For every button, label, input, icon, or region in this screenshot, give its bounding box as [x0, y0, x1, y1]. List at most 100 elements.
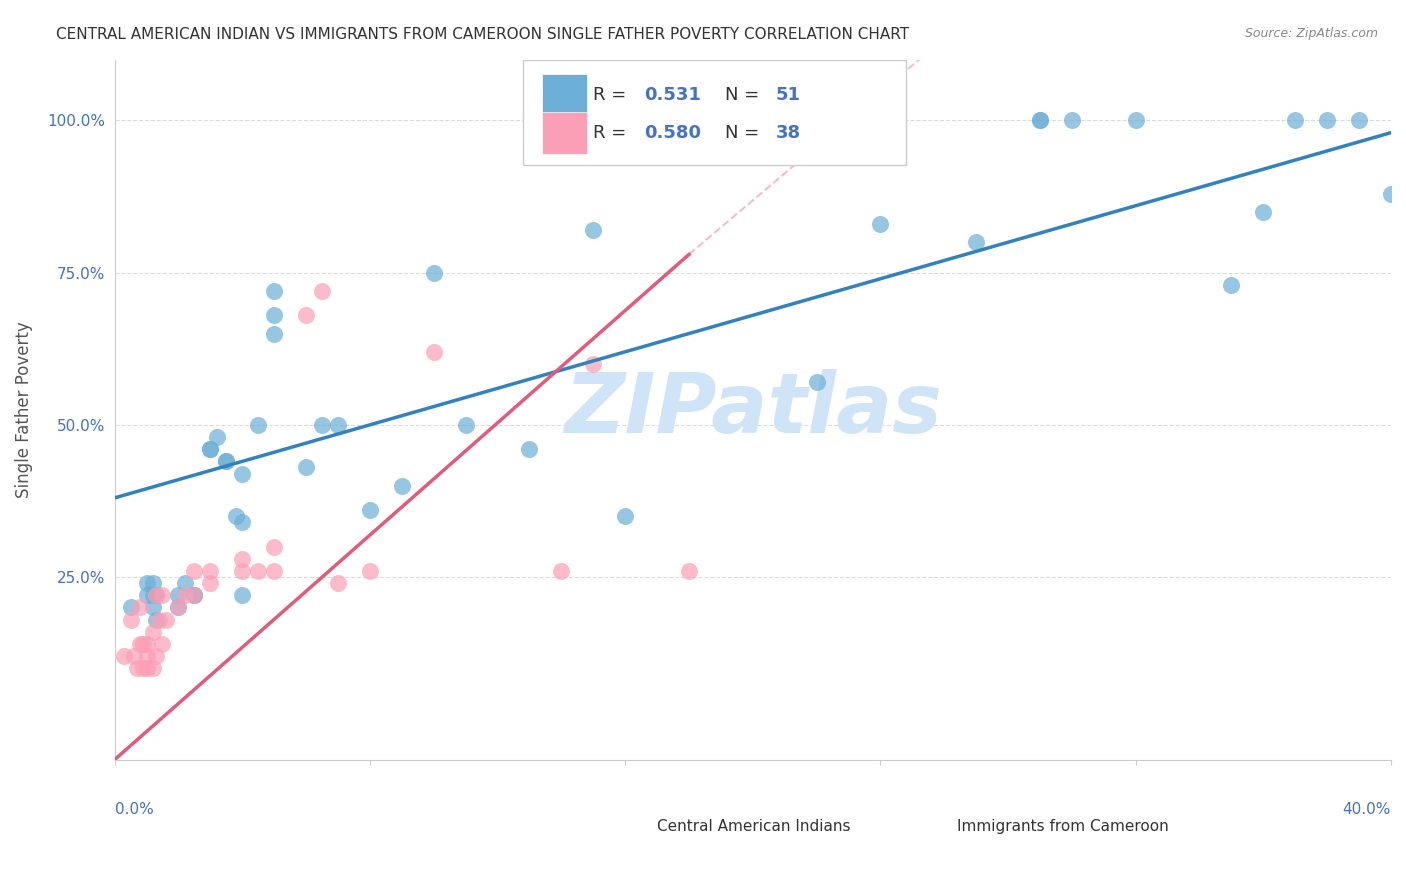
Point	[167, 600, 190, 615]
Point	[200, 576, 222, 591]
Text: R =: R =	[593, 124, 627, 142]
Point	[231, 551, 253, 566]
Text: 0.580: 0.580	[644, 124, 702, 142]
Point	[582, 357, 605, 371]
Point	[145, 613, 167, 627]
Point	[678, 113, 700, 128]
Point	[231, 564, 253, 578]
Point	[145, 649, 167, 664]
Text: 40.0%: 40.0%	[1343, 802, 1391, 817]
Point	[1348, 113, 1371, 128]
Point	[200, 564, 222, 578]
Point	[582, 223, 605, 237]
Text: R =: R =	[593, 86, 627, 103]
Point	[142, 576, 165, 591]
Point	[519, 442, 541, 457]
Point	[326, 576, 349, 591]
FancyBboxPatch shape	[543, 74, 586, 116]
Point	[125, 661, 148, 675]
Point	[965, 235, 987, 250]
Point	[120, 613, 142, 627]
Point	[263, 284, 285, 298]
Text: Central American Indians: Central American Indians	[657, 819, 851, 834]
Text: Immigrants from Cameroon: Immigrants from Cameroon	[957, 819, 1168, 834]
Point	[247, 417, 270, 432]
Point	[454, 417, 477, 432]
FancyBboxPatch shape	[523, 60, 905, 165]
Point	[231, 515, 253, 529]
Point	[183, 588, 205, 602]
Point	[135, 576, 157, 591]
Point	[155, 613, 177, 627]
Point	[295, 460, 318, 475]
Point	[1316, 113, 1339, 128]
Text: ZIPatlas: ZIPatlas	[564, 369, 942, 450]
Text: 51: 51	[776, 86, 801, 103]
Point	[1379, 186, 1402, 201]
Point	[550, 564, 572, 578]
Point	[135, 588, 157, 602]
Point	[231, 588, 253, 602]
Point	[1253, 204, 1275, 219]
Point	[183, 564, 205, 578]
Point	[263, 540, 285, 554]
Point	[148, 613, 170, 627]
Point	[167, 588, 190, 602]
Y-axis label: Single Father Poverty: Single Father Poverty	[15, 321, 32, 498]
Point	[806, 376, 828, 390]
Point	[173, 588, 195, 602]
FancyBboxPatch shape	[543, 112, 586, 154]
FancyBboxPatch shape	[893, 809, 950, 844]
Point	[132, 661, 155, 675]
Point	[359, 503, 381, 517]
Point	[247, 564, 270, 578]
Point	[422, 344, 444, 359]
Point	[1029, 113, 1052, 128]
Point	[311, 417, 333, 432]
Point	[678, 564, 700, 578]
Point	[422, 266, 444, 280]
Text: CENTRAL AMERICAN INDIAN VS IMMIGRANTS FROM CAMEROON SINGLE FATHER POVERTY CORREL: CENTRAL AMERICAN INDIAN VS IMMIGRANTS FR…	[56, 27, 910, 42]
Point	[1284, 113, 1306, 128]
Point	[142, 624, 165, 639]
Point	[142, 588, 165, 602]
Point	[183, 588, 205, 602]
Point	[145, 588, 167, 602]
Point	[129, 637, 152, 651]
Point	[167, 600, 190, 615]
Point	[311, 284, 333, 298]
Point	[1220, 277, 1243, 292]
Text: 0.0%: 0.0%	[115, 802, 153, 817]
Point	[1125, 113, 1147, 128]
Point	[120, 600, 142, 615]
Point	[135, 637, 157, 651]
Text: 38: 38	[776, 124, 801, 142]
Point	[152, 588, 174, 602]
Point	[231, 467, 253, 481]
Point	[129, 600, 152, 615]
Point	[142, 600, 165, 615]
Text: N =: N =	[724, 124, 759, 142]
Point	[132, 637, 155, 651]
Point	[183, 588, 205, 602]
Point	[710, 113, 733, 128]
Point	[295, 308, 318, 322]
Point	[173, 576, 195, 591]
Point	[326, 417, 349, 432]
Point	[142, 661, 165, 675]
Point	[263, 564, 285, 578]
Point	[359, 564, 381, 578]
FancyBboxPatch shape	[593, 809, 651, 844]
Text: 0.531: 0.531	[644, 86, 702, 103]
Text: Source: ZipAtlas.com: Source: ZipAtlas.com	[1244, 27, 1378, 40]
Point	[200, 442, 222, 457]
Point	[215, 454, 238, 468]
Point	[145, 588, 167, 602]
Point	[152, 637, 174, 651]
Point	[263, 326, 285, 341]
Point	[215, 454, 238, 468]
Point	[135, 661, 157, 675]
Point	[122, 649, 145, 664]
Point	[225, 509, 247, 524]
Point	[614, 509, 637, 524]
